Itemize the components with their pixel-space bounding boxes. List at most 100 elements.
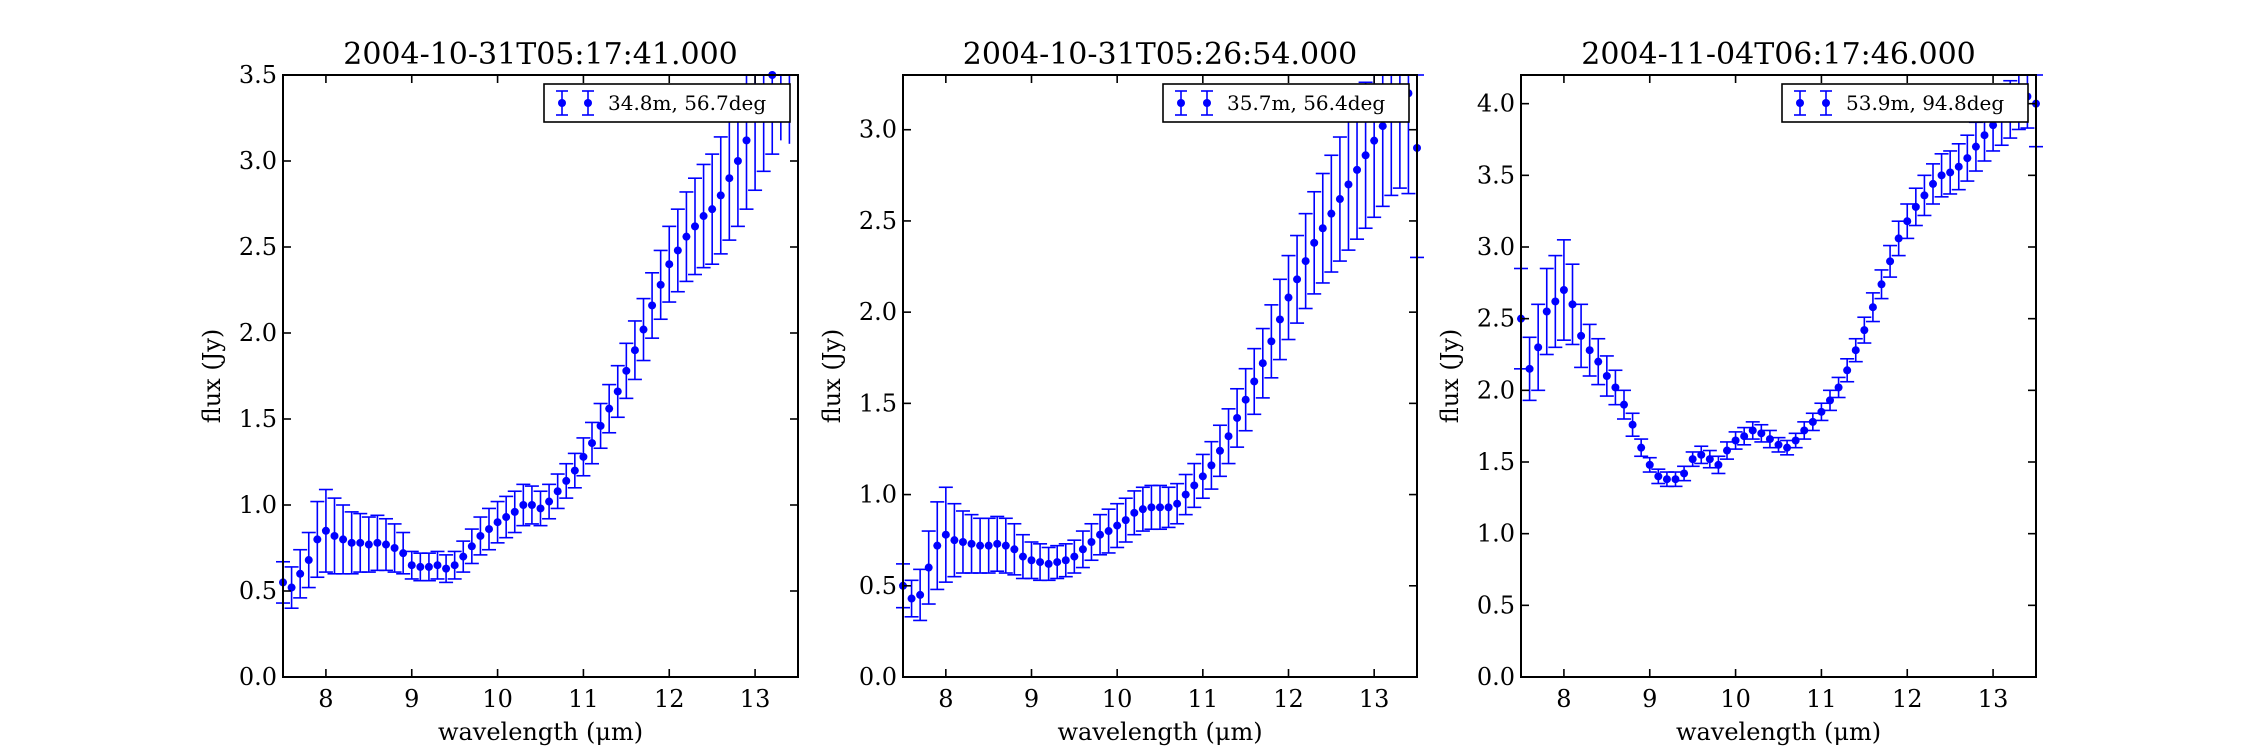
data-point <box>1826 396 1834 405</box>
data-point <box>485 525 493 534</box>
data-point <box>1868 303 1877 312</box>
data-point <box>1654 472 1663 481</box>
data-point <box>1971 142 1980 151</box>
legend-marker <box>1175 90 1213 116</box>
y-tick-label: 3.0 <box>859 116 897 144</box>
legend: 35.7m, 56.4deg <box>1162 83 1410 123</box>
data-point <box>545 497 554 506</box>
axis-ticks: 8 9 10 11 12 13 0.0 0.5 1.0 1.5 2.0 2.5 3.0 3.5 <box>239 61 798 713</box>
data-point <box>1791 436 1800 445</box>
data-point <box>656 280 665 289</box>
data-point <box>708 205 717 214</box>
data-point <box>976 541 985 550</box>
y-tick-label: 3.5 <box>1477 161 1515 189</box>
data-point <box>1877 280 1886 289</box>
x-axis-label: wavelength (μm) <box>1057 718 1262 746</box>
data-point <box>1757 429 1766 438</box>
data-point <box>1233 413 1242 422</box>
x-tick-label: 9 <box>1642 685 1657 713</box>
y-tick-label: 1.0 <box>859 481 897 509</box>
data-point <box>733 157 742 165</box>
data-point <box>373 538 382 547</box>
data-point <box>596 421 605 430</box>
data-point <box>907 594 916 603</box>
data-point <box>304 556 313 565</box>
data-point <box>510 507 519 516</box>
data-point <box>1130 508 1139 517</box>
data-point <box>1275 315 1284 324</box>
y-tick-label: 1.0 <box>1477 520 1515 548</box>
y-tick-label: 4.0 <box>1477 90 1515 118</box>
y-tick-label: 2.5 <box>239 233 277 261</box>
data-point <box>1113 521 1122 530</box>
data-point <box>1808 417 1817 426</box>
data-point <box>648 301 657 310</box>
data-point <box>467 542 476 551</box>
data-point <box>1559 286 1568 294</box>
y-tick-label: 1.5 <box>1477 448 1515 476</box>
y-axis-label: flux (Jy) <box>818 329 846 424</box>
data-point <box>1551 297 1560 306</box>
y-tick-label: 2.5 <box>1477 305 1515 333</box>
data-point <box>1645 460 1654 469</box>
x-tick-label: 10 <box>1102 685 1133 713</box>
data-point <box>584 99 592 107</box>
data-point <box>287 583 296 592</box>
data-point <box>1817 407 1826 416</box>
chart-title: 2004-11-04T06:17:46.000 <box>1581 37 1976 72</box>
y-tick-label: 0.5 <box>1477 591 1515 619</box>
data-point <box>1602 372 1611 380</box>
data-point <box>459 552 468 561</box>
data-point <box>950 536 959 545</box>
y-tick-label: 3.5 <box>239 61 277 89</box>
data-point <box>1542 307 1551 316</box>
x-tick-label: 13 <box>1978 685 2009 713</box>
y-tick-label: 2.0 <box>239 319 277 347</box>
x-axis-label: wavelength (μm) <box>438 718 643 746</box>
data-point <box>716 191 725 200</box>
data-point <box>1173 499 1182 508</box>
data-point <box>933 541 942 550</box>
chart-panel-1: 2004-10-31T05:17:41.000 wavelength (μm) … <box>198 37 799 746</box>
data-point <box>1834 383 1843 392</box>
data-point <box>1284 293 1293 302</box>
data-point <box>1903 217 1912 226</box>
data-point <box>562 476 571 485</box>
data-point <box>1980 131 1989 140</box>
axis-ticks: 8 9 10 11 12 13 0.0 0.5 1.0 1.5 2.0 2.5 3.0 3.5 4.0 <box>1477 75 2036 713</box>
data-point <box>1577 331 1586 340</box>
legend: 53.9m, 94.8deg <box>1781 83 2029 123</box>
data-point <box>1096 530 1105 539</box>
data-point <box>1061 556 1070 565</box>
legend-label: 35.7m, 56.4deg <box>1227 91 1385 115</box>
data-point <box>1053 558 1062 567</box>
data-point <box>433 561 442 570</box>
chart-title: 2004-10-31T05:17:41.000 <box>343 37 738 72</box>
x-tick-label: 13 <box>1359 685 1390 713</box>
data-point <box>984 541 993 550</box>
data-point <box>1822 99 1830 107</box>
data-point <box>1731 436 1740 445</box>
data-point <box>924 563 933 572</box>
data-point <box>476 531 485 540</box>
data-point <box>1851 346 1860 355</box>
data-point <box>588 439 596 448</box>
data-point <box>1087 538 1096 547</box>
y-tick-label: 0.0 <box>1477 663 1515 691</box>
data-point <box>1138 505 1147 514</box>
data-point <box>1800 426 1809 435</box>
data-point <box>1036 558 1045 567</box>
data-point <box>941 530 950 539</box>
data-point <box>1723 446 1731 455</box>
data-point <box>605 404 614 413</box>
data-point <box>1843 366 1852 375</box>
data-point <box>1620 400 1628 409</box>
data-point <box>407 561 416 570</box>
data-point <box>1121 516 1130 525</box>
x-tick-label: 13 <box>740 685 771 713</box>
data-point <box>673 246 682 255</box>
data-point <box>1611 383 1620 392</box>
legend-marker <box>556 90 594 116</box>
data-point <box>1525 364 1534 373</box>
data-point <box>639 325 648 334</box>
